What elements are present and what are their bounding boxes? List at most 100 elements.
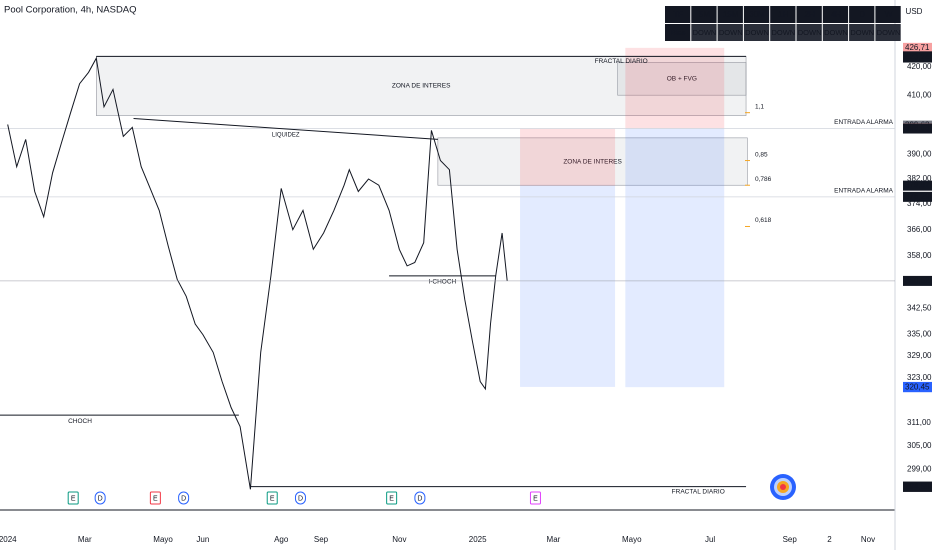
event-label: D: [298, 495, 303, 502]
table-cell: [796, 24, 822, 41]
table-value: DOWN: [745, 28, 769, 37]
position-risk: [520, 128, 616, 186]
table-value: Bias: [671, 28, 686, 37]
price-label: 350,52: [905, 276, 930, 285]
table-value: DOWN: [771, 28, 795, 37]
y-tick-label: 299,00: [907, 464, 932, 473]
table-value: DOWN: [693, 28, 717, 37]
event-label: D: [181, 495, 186, 502]
x-tick-label: Nov: [392, 535, 406, 544]
table-value: DOWN: [798, 28, 822, 37]
y-tick-label: 305,00: [907, 441, 932, 450]
chart-title: Pool Corporation, 4h, NASDAQ: [4, 5, 137, 16]
price-label: 423,24: [905, 53, 930, 62]
x-tick-label: Sep: [314, 535, 329, 544]
table-value: DOWN: [719, 28, 743, 37]
zone: [617, 62, 747, 96]
event-icon: [386, 491, 398, 505]
zone: [437, 137, 748, 186]
price-label: 320,45: [905, 382, 930, 391]
table-cell: [849, 24, 875, 41]
x-tick-label: Mar: [547, 535, 561, 544]
liquidity-line: [133, 118, 438, 140]
y-tick-label: 342,50: [907, 303, 932, 312]
table-cell: [849, 6, 875, 23]
table-value: DOWN: [850, 28, 874, 37]
price-label-bg: [903, 180, 932, 191]
price-label-bg: [903, 191, 932, 202]
event-icon: [94, 491, 106, 505]
price-label-bg: [903, 275, 932, 286]
table-cell: [822, 6, 849, 23]
price-label: 379,87: [905, 181, 930, 190]
level-label: FRACTAL DIARIO: [595, 58, 648, 65]
table-cell: [717, 6, 743, 23]
level-label: ENTRADA ALARMA: [834, 119, 894, 126]
x-tick-label: Mayo: [153, 535, 173, 544]
event-label: D: [417, 495, 422, 502]
y-tick-label: 390,00: [907, 150, 932, 159]
x-tick-label: 2024: [0, 535, 17, 544]
table-value: DOWN: [824, 28, 848, 37]
event-icon: [294, 491, 306, 505]
table-cell: [743, 6, 770, 23]
price-label: 398,63: [905, 124, 930, 133]
x-tick-label: Jun: [196, 535, 209, 544]
table-header: 5M: [699, 10, 710, 19]
y-tick-label: 323,00: [907, 373, 932, 382]
table-cell: [770, 6, 796, 23]
table-cell: [691, 24, 717, 41]
table-header: D: [859, 10, 865, 19]
table-cell: [665, 24, 691, 41]
table-header: 15M: [723, 10, 739, 19]
zone-label: OB + FVG: [667, 76, 697, 83]
table-cell: [875, 24, 901, 41]
liquidity-label: LIQUIDEZ: [272, 133, 300, 139]
table-cell: [665, 6, 691, 23]
x-tick-label: Sep: [783, 535, 798, 544]
table-cell: [717, 24, 743, 41]
table-value: DOWN: [877, 28, 901, 37]
y-tick-label: 410,00: [907, 90, 932, 99]
x-tick-label: 2025: [469, 535, 487, 544]
x-tick-label: Nov: [861, 535, 875, 544]
table-header: 4H: [831, 10, 841, 19]
level-label: CHOCH: [68, 418, 92, 425]
event-label: E: [270, 495, 275, 502]
event-icon: [266, 491, 278, 505]
event-icon: [178, 491, 190, 505]
price-label: 376,29: [905, 192, 930, 201]
position-target: [625, 128, 725, 388]
x-tick-label: 2: [827, 535, 832, 544]
table-header: 30M: [749, 10, 765, 19]
price-label-bg: [903, 481, 932, 492]
price-label-bg: [903, 382, 932, 393]
icon: [780, 484, 786, 490]
price-label-bg: [903, 52, 932, 63]
y-tick-label: 382,00: [907, 174, 932, 183]
level-label: I-CHOCH: [428, 279, 456, 286]
fib-label: 1,1: [755, 103, 764, 110]
y-tick-label: 329,00: [907, 351, 932, 360]
table-header: 2H: [805, 10, 815, 19]
x-tick-label: Jul: [705, 535, 715, 544]
event-icon: [529, 491, 541, 505]
zone: [96, 56, 747, 116]
table-cell: [770, 24, 796, 41]
table-cell: [875, 6, 901, 23]
table-header: TF: [673, 10, 683, 19]
table-cell: [743, 24, 770, 41]
x-tick-label: Mar: [78, 535, 92, 544]
event-icon: [414, 491, 426, 505]
position-target: [520, 185, 616, 387]
level-label: ENTRADA ALARMA: [834, 188, 894, 195]
price-label-bg: [903, 42, 932, 53]
y-tick-label: 374,00: [907, 199, 932, 208]
y-tick-label: 420,00: [907, 62, 932, 71]
event-icon: [67, 491, 79, 505]
event-label: E: [533, 495, 538, 502]
y-tick-label: 311,00: [907, 418, 931, 427]
table-cell: [796, 6, 822, 23]
table-header: W: [885, 10, 893, 19]
